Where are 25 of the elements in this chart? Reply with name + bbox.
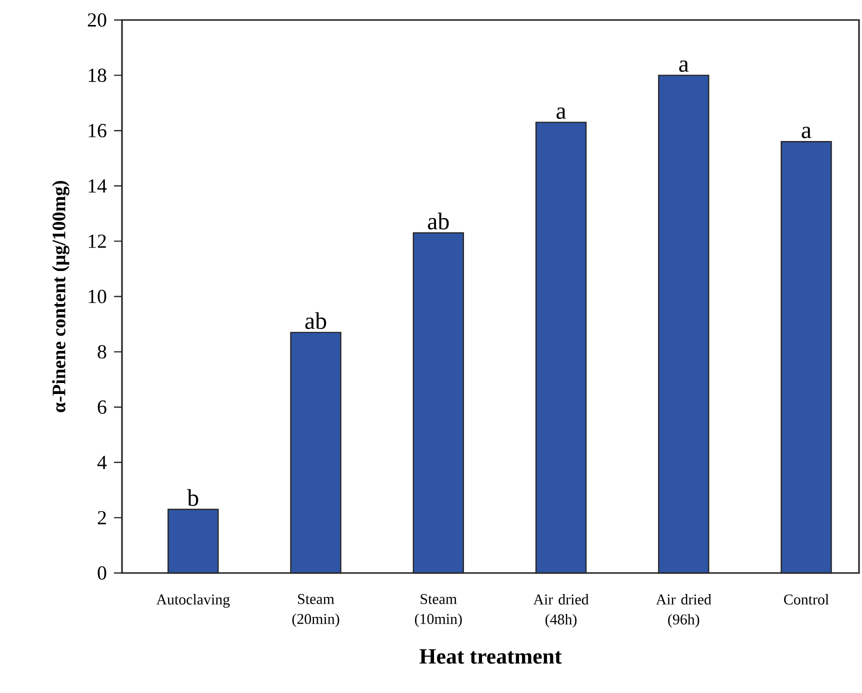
y-tick-label: 2 xyxy=(98,511,106,524)
x-axis-title: Heat treatment xyxy=(420,649,562,664)
y-tick-label: 8 xyxy=(98,345,106,359)
y-tick-label: 20 xyxy=(88,13,106,27)
y-tick-label: 0 xyxy=(98,566,106,580)
annotation: a xyxy=(802,126,812,138)
annotation: ab xyxy=(305,312,326,330)
y-tick-label: 4 xyxy=(97,456,107,469)
annotation: a xyxy=(679,60,689,72)
y-tick-label: 18 xyxy=(88,68,106,82)
y-axis-title: α-Pinene content (μg/100mg) xyxy=(52,181,70,412)
y-tick-label: 6 xyxy=(98,400,106,414)
annotation: a xyxy=(556,107,566,119)
y-tick-label: 16 xyxy=(88,124,106,138)
x-tick-label: Air dried (96h) xyxy=(656,594,712,628)
annotation: b xyxy=(187,489,198,506)
x-tick-label: Steam (20min) xyxy=(292,594,340,628)
y-tick-label: 10 xyxy=(88,290,106,304)
x-tick-label: Control xyxy=(784,594,829,605)
y-tick-label: 14 xyxy=(88,179,107,192)
x-tick-label: Autoclaving xyxy=(156,594,230,608)
x-tick-label: Steam (10min) xyxy=(414,594,462,628)
y-tick-label: 12 xyxy=(88,234,106,248)
x-tick-label: Air dried (48h) xyxy=(533,594,589,628)
annotation: ab xyxy=(428,212,449,230)
